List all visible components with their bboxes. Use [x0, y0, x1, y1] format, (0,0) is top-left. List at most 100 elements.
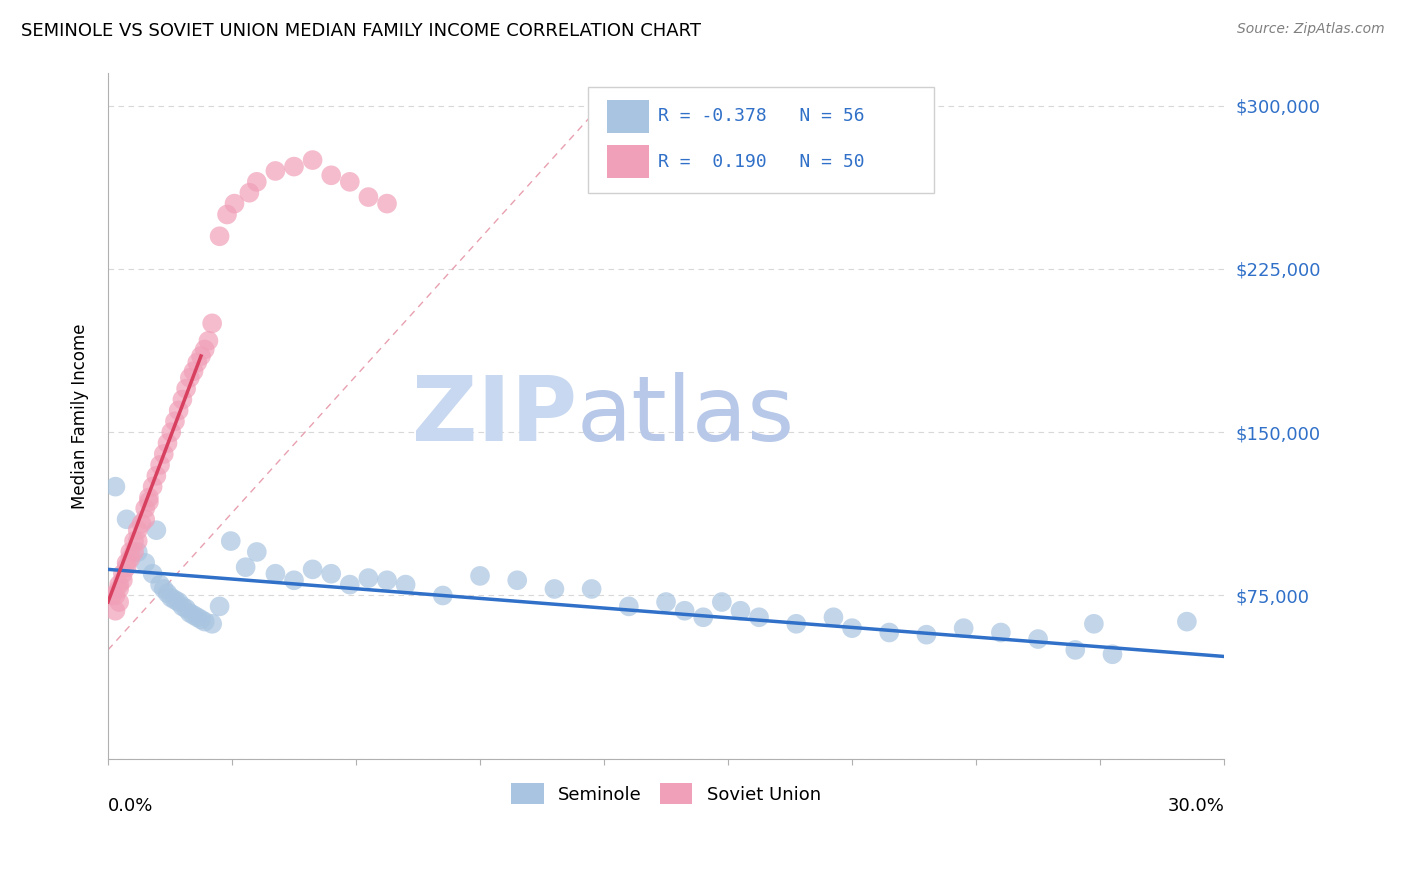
Point [163, 592, 186, 607]
Point [156, 436, 179, 450]
Point [238, 186, 260, 200]
Point [301, 562, 323, 576]
Point [215, 207, 238, 221]
Point [122, 545, 145, 559]
Point [235, 560, 257, 574]
Point [179, 371, 201, 385]
Point [208, 229, 231, 244]
Point [163, 414, 186, 428]
Point [219, 534, 242, 549]
Point [127, 545, 149, 559]
Point [208, 599, 231, 614]
Point [167, 403, 190, 417]
Point [1101, 647, 1123, 661]
Point [190, 349, 212, 363]
Point [1083, 616, 1105, 631]
Point [990, 625, 1012, 640]
Point [197, 334, 219, 348]
Point [375, 574, 398, 588]
Point [174, 601, 197, 615]
Point [581, 582, 603, 596]
Point [145, 523, 167, 537]
Point [108, 577, 131, 591]
FancyBboxPatch shape [588, 87, 934, 193]
Point [145, 468, 167, 483]
Point [246, 545, 269, 559]
Point [1026, 632, 1049, 646]
Point [152, 582, 174, 596]
Point [100, 589, 122, 603]
Point [104, 589, 127, 603]
Point [142, 480, 165, 494]
Point [877, 625, 900, 640]
Point [120, 545, 142, 559]
Point [730, 604, 752, 618]
Bar [607, 100, 650, 133]
Text: R = -0.378   N = 56: R = -0.378 N = 56 [658, 107, 865, 125]
Point [172, 599, 194, 614]
Point [264, 164, 287, 178]
Point [115, 512, 138, 526]
Point [506, 574, 529, 588]
Point [131, 516, 153, 531]
Point [138, 491, 160, 505]
Point [321, 169, 343, 183]
Point [375, 196, 398, 211]
Text: 0.0%: 0.0% [108, 797, 153, 814]
Point [224, 196, 246, 211]
Point [120, 551, 142, 566]
Point [246, 175, 269, 189]
Point [167, 595, 190, 609]
Point [142, 566, 165, 581]
Point [134, 512, 156, 526]
Point [160, 425, 183, 440]
Point [785, 616, 807, 631]
Point [149, 577, 172, 591]
Point [149, 458, 172, 472]
Point [1175, 615, 1198, 629]
Point [673, 604, 696, 618]
Point [134, 556, 156, 570]
Point [655, 595, 678, 609]
Text: ZIP: ZIP [412, 372, 576, 460]
Text: 30.0%: 30.0% [1167, 797, 1225, 814]
Point [160, 591, 183, 605]
Point [915, 628, 938, 642]
Point [190, 612, 212, 626]
Point [115, 560, 138, 574]
Text: R =  0.190   N = 50: R = 0.190 N = 50 [658, 153, 865, 171]
Point [748, 610, 770, 624]
Point [138, 495, 160, 509]
Point [432, 589, 454, 603]
Point [186, 610, 208, 624]
Point [710, 595, 733, 609]
Point [468, 569, 491, 583]
Point [952, 621, 974, 635]
Point [617, 599, 640, 614]
Point [152, 447, 174, 461]
Point [543, 582, 565, 596]
Point [841, 621, 863, 635]
Text: atlas: atlas [576, 372, 794, 460]
Point [108, 582, 131, 596]
Text: Source: ZipAtlas.com: Source: ZipAtlas.com [1237, 22, 1385, 37]
Point [134, 501, 156, 516]
Point [339, 577, 361, 591]
Point [321, 566, 343, 581]
Point [183, 364, 205, 378]
Point [104, 604, 127, 618]
Point [264, 566, 287, 581]
Point [174, 382, 197, 396]
Point [194, 615, 217, 629]
Point [115, 556, 138, 570]
Point [122, 534, 145, 549]
Point [823, 610, 845, 624]
Point [104, 480, 127, 494]
Point [357, 190, 380, 204]
Point [183, 608, 205, 623]
Point [111, 574, 134, 588]
Point [172, 392, 194, 407]
Point [186, 355, 208, 369]
Point [301, 153, 323, 167]
Point [283, 574, 305, 588]
